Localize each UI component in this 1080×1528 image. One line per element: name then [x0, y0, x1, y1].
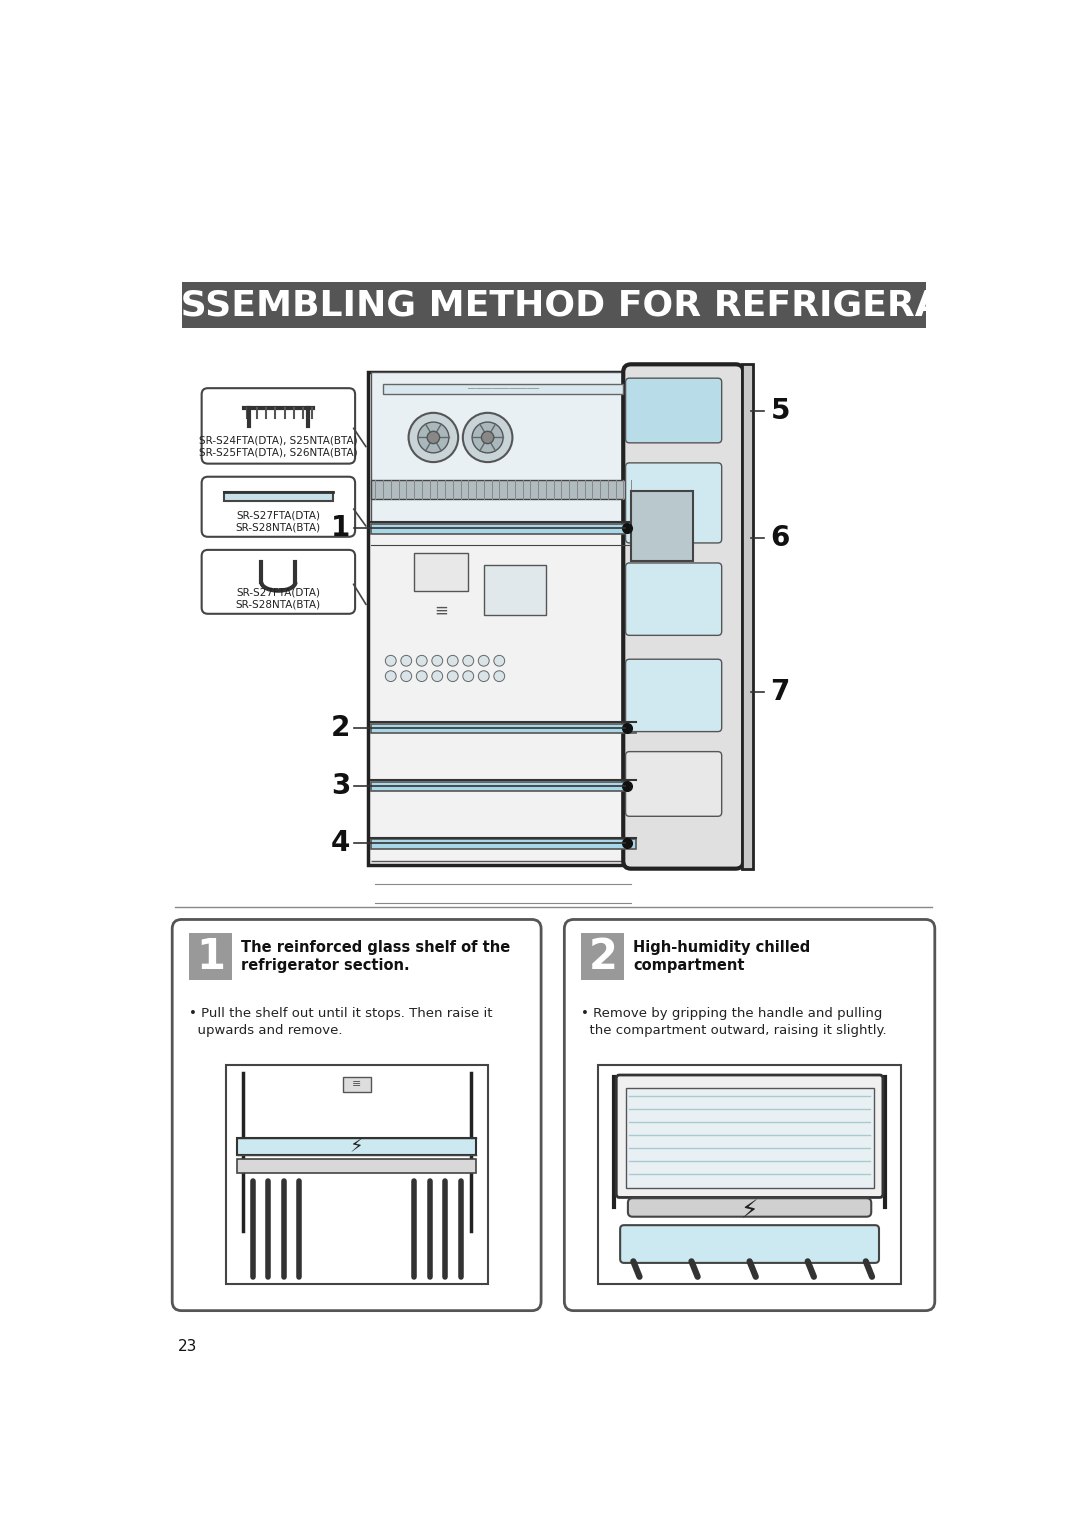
- Text: DISASSEMBLING METHOD FOR REFRIGERATOR: DISASSEMBLING METHOD FOR REFRIGERATOR: [83, 287, 1024, 322]
- Bar: [383, 385, 623, 394]
- Circle shape: [447, 656, 458, 666]
- Bar: [484, 564, 545, 614]
- Circle shape: [472, 422, 503, 452]
- FancyBboxPatch shape: [625, 377, 721, 443]
- Text: 2: 2: [332, 714, 350, 741]
- Bar: [625, 1088, 874, 1189]
- Bar: [367, 371, 638, 865]
- Circle shape: [428, 431, 440, 443]
- Circle shape: [416, 671, 428, 681]
- Circle shape: [463, 671, 474, 681]
- FancyBboxPatch shape: [625, 463, 721, 542]
- FancyBboxPatch shape: [617, 1076, 882, 1198]
- Text: ≡: ≡: [352, 1079, 362, 1089]
- Bar: [370, 480, 636, 500]
- Text: 4: 4: [332, 830, 350, 857]
- Text: ⚡: ⚡: [350, 1137, 364, 1157]
- Bar: [742, 364, 754, 868]
- FancyBboxPatch shape: [620, 1225, 879, 1264]
- FancyBboxPatch shape: [565, 920, 935, 1311]
- Circle shape: [418, 422, 449, 452]
- Circle shape: [408, 413, 458, 461]
- FancyBboxPatch shape: [202, 477, 355, 536]
- Text: 2: 2: [589, 935, 617, 978]
- Bar: [370, 839, 636, 848]
- Bar: [370, 782, 636, 792]
- Text: ≡: ≡: [434, 602, 448, 620]
- Bar: [225, 492, 333, 501]
- Circle shape: [463, 656, 474, 666]
- Text: 3: 3: [332, 772, 350, 799]
- Circle shape: [447, 671, 458, 681]
- Bar: [631, 492, 693, 561]
- Circle shape: [401, 671, 411, 681]
- Bar: [414, 553, 469, 591]
- Text: 6: 6: [770, 524, 789, 552]
- Circle shape: [478, 656, 489, 666]
- Text: SR-S24FTA(DTA), S25NTA(BTA)
SR-S25FTA(DTA), S26NTA(BTA): SR-S24FTA(DTA), S25NTA(BTA) SR-S25FTA(DT…: [199, 435, 357, 457]
- Bar: [238, 1138, 476, 1155]
- Circle shape: [432, 656, 443, 666]
- Text: The reinforced glass shelf of the
refrigerator section.: The reinforced glass shelf of the refrig…: [241, 940, 511, 973]
- Bar: [342, 1077, 370, 1093]
- Text: 1: 1: [197, 935, 225, 978]
- Circle shape: [482, 431, 494, 443]
- Polygon shape: [581, 934, 624, 981]
- Bar: [370, 524, 636, 535]
- FancyBboxPatch shape: [202, 550, 355, 614]
- FancyBboxPatch shape: [202, 388, 355, 463]
- Polygon shape: [189, 934, 232, 981]
- Bar: [370, 371, 636, 523]
- Circle shape: [401, 656, 411, 666]
- FancyBboxPatch shape: [625, 752, 721, 816]
- Text: • Remove by gripping the handle and pulling
  the compartment outward, raising i: • Remove by gripping the handle and pull…: [581, 1007, 887, 1038]
- Circle shape: [494, 671, 504, 681]
- Circle shape: [432, 671, 443, 681]
- Circle shape: [463, 413, 512, 461]
- Circle shape: [386, 671, 396, 681]
- Text: ⚡: ⚡: [741, 1199, 758, 1224]
- Bar: [598, 1065, 901, 1285]
- FancyBboxPatch shape: [623, 364, 743, 868]
- Circle shape: [386, 656, 396, 666]
- FancyBboxPatch shape: [625, 562, 721, 636]
- Text: SR-S27FTA(DTA)
SR-S28NTA(BTA): SR-S27FTA(DTA) SR-S28NTA(BTA): [235, 510, 321, 532]
- Bar: [238, 1158, 476, 1174]
- FancyBboxPatch shape: [625, 659, 721, 732]
- Text: • Pull the shelf out until it stops. Then raise it
  upwards and remove.: • Pull the shelf out until it stops. The…: [189, 1007, 492, 1038]
- Text: High-humidity chilled
compartment: High-humidity chilled compartment: [633, 940, 811, 973]
- Text: 7: 7: [770, 677, 789, 706]
- Text: 23: 23: [177, 1339, 197, 1354]
- Text: SR-S27FTA(DTA)
SR-S28NTA(BTA): SR-S27FTA(DTA) SR-S28NTA(BTA): [235, 588, 321, 610]
- FancyBboxPatch shape: [627, 1198, 872, 1216]
- Text: 1: 1: [332, 515, 350, 542]
- Bar: [181, 283, 926, 329]
- Circle shape: [494, 656, 504, 666]
- FancyBboxPatch shape: [172, 920, 541, 1311]
- Circle shape: [416, 656, 428, 666]
- Bar: [370, 724, 636, 733]
- Text: ─────────────────: ─────────────────: [467, 387, 539, 393]
- Circle shape: [478, 671, 489, 681]
- Bar: [226, 1065, 488, 1285]
- Text: 5: 5: [770, 396, 789, 425]
